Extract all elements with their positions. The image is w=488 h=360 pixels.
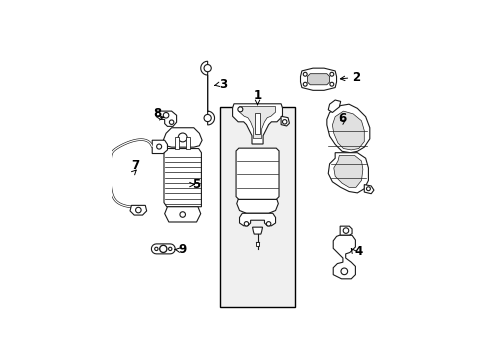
Text: 8: 8 xyxy=(153,107,162,120)
Bar xyxy=(185,138,190,149)
Polygon shape xyxy=(239,107,275,139)
Polygon shape xyxy=(239,213,275,226)
Polygon shape xyxy=(232,104,282,144)
Circle shape xyxy=(266,222,270,226)
Circle shape xyxy=(156,144,162,149)
Polygon shape xyxy=(307,74,329,85)
Polygon shape xyxy=(300,68,336,90)
Circle shape xyxy=(343,228,348,233)
Polygon shape xyxy=(327,153,367,193)
Polygon shape xyxy=(151,244,175,254)
Circle shape xyxy=(329,72,333,76)
Polygon shape xyxy=(281,116,289,126)
Text: 3: 3 xyxy=(218,78,226,91)
Polygon shape xyxy=(236,199,278,213)
Polygon shape xyxy=(340,226,351,235)
Polygon shape xyxy=(364,185,373,194)
Text: 1: 1 xyxy=(253,89,261,102)
Text: 7: 7 xyxy=(131,159,140,172)
Circle shape xyxy=(178,133,187,142)
Circle shape xyxy=(180,212,185,217)
Bar xyxy=(220,107,294,307)
Circle shape xyxy=(169,120,173,125)
Circle shape xyxy=(168,247,172,251)
Bar xyxy=(255,113,259,134)
Polygon shape xyxy=(164,207,200,222)
Circle shape xyxy=(244,222,248,226)
Circle shape xyxy=(203,114,211,122)
Circle shape xyxy=(154,247,158,251)
Text: 5: 5 xyxy=(192,178,200,191)
Polygon shape xyxy=(201,61,214,125)
Text: 4: 4 xyxy=(354,244,362,258)
Circle shape xyxy=(282,120,286,124)
Circle shape xyxy=(203,64,211,72)
Circle shape xyxy=(135,207,141,213)
Bar xyxy=(175,138,179,149)
Polygon shape xyxy=(130,205,146,215)
Circle shape xyxy=(303,72,306,76)
Circle shape xyxy=(163,112,168,118)
Polygon shape xyxy=(236,148,279,199)
Text: 9: 9 xyxy=(178,243,186,256)
Polygon shape xyxy=(163,149,201,207)
Polygon shape xyxy=(252,227,262,234)
Polygon shape xyxy=(152,140,167,153)
Circle shape xyxy=(329,82,333,86)
Circle shape xyxy=(303,82,306,86)
Polygon shape xyxy=(332,235,355,279)
Polygon shape xyxy=(156,111,176,126)
Polygon shape xyxy=(163,128,202,147)
Circle shape xyxy=(366,187,369,191)
Bar xyxy=(255,242,259,246)
Circle shape xyxy=(237,107,243,112)
Polygon shape xyxy=(326,104,369,153)
Text: 6: 6 xyxy=(337,112,346,125)
Circle shape xyxy=(160,245,166,252)
Circle shape xyxy=(340,268,347,275)
Polygon shape xyxy=(327,100,340,112)
Text: 2: 2 xyxy=(351,71,359,84)
Polygon shape xyxy=(333,156,362,187)
Polygon shape xyxy=(332,111,364,150)
